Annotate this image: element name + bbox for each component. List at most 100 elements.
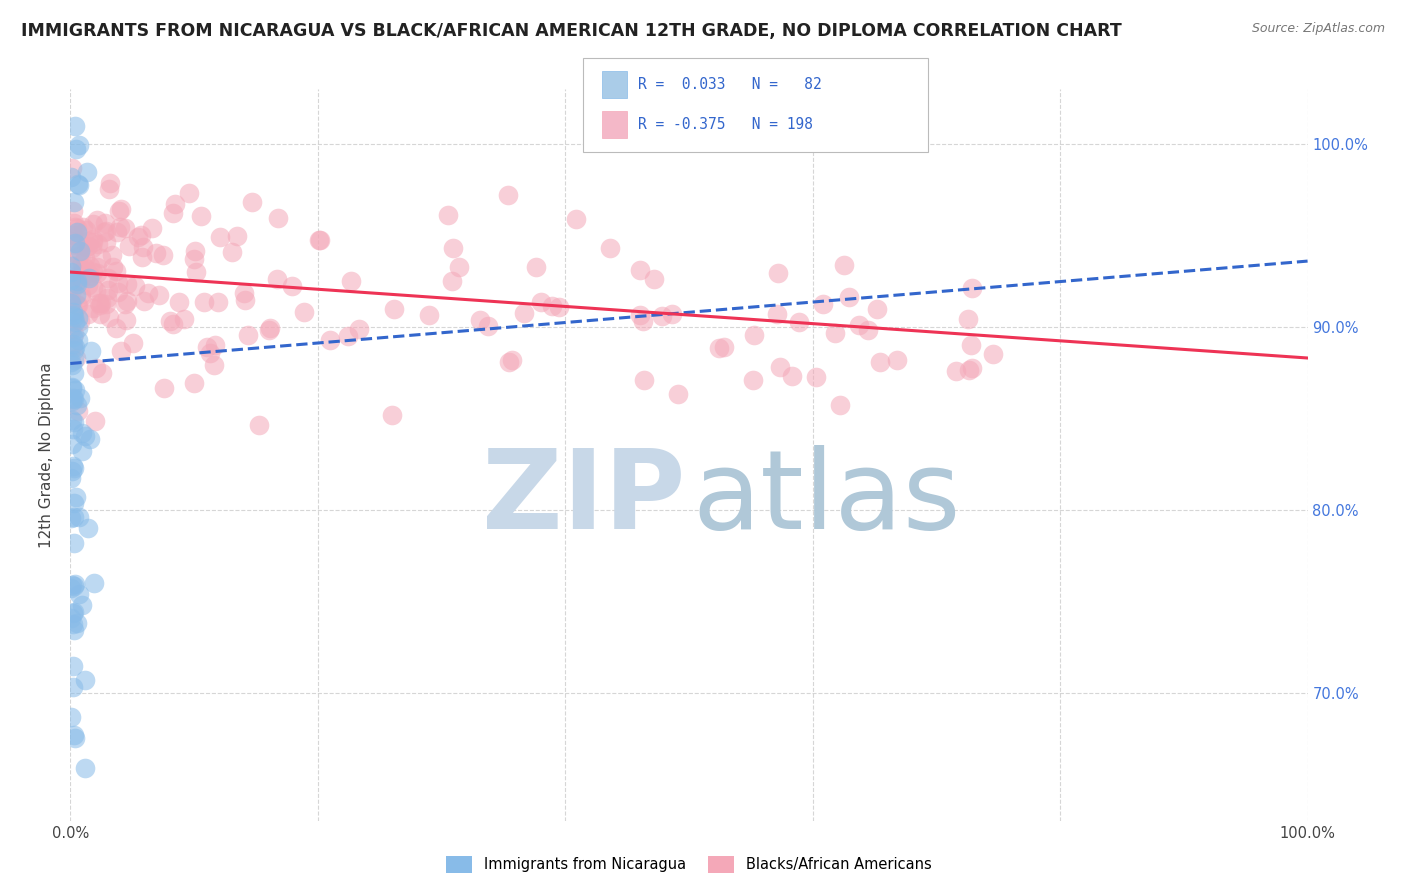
Point: [70, 290, 93, 304]
Point: [173, 312, 195, 326]
Point: [82, 232, 104, 246]
Point: [960, 281, 983, 295]
Point: [77, 270, 100, 285]
Point: [114, 297, 136, 311]
Point: [62, 366, 84, 380]
Point: [651, 310, 673, 324]
Point: [79, 432, 101, 446]
Point: [811, 297, 834, 311]
Point: [132, 293, 155, 308]
Point: [869, 355, 891, 369]
Point: [62, 308, 84, 322]
Point: [60, 358, 83, 372]
Point: [63, 415, 86, 429]
Point: [110, 202, 132, 217]
Point: [129, 228, 152, 243]
Point: [832, 259, 855, 273]
Point: [221, 245, 243, 260]
Point: [59, 581, 82, 595]
Legend: Immigrants from Nicaragua, Blacks/African Americans: Immigrants from Nicaragua, Blacks/Africa…: [440, 850, 938, 880]
Text: Source: ZipAtlas.com: Source: ZipAtlas.com: [1251, 22, 1385, 36]
Point: [207, 295, 229, 310]
Point: [780, 369, 803, 384]
Point: [82, 235, 104, 249]
Point: [93, 216, 115, 230]
Point: [633, 373, 655, 387]
Point: [117, 293, 139, 308]
Point: [59, 273, 82, 287]
Point: [204, 338, 226, 352]
Point: [477, 319, 499, 334]
Point: [77, 235, 100, 249]
Point: [62, 336, 84, 351]
Point: [741, 373, 763, 387]
Point: [709, 342, 731, 356]
Point: [292, 304, 315, 318]
Point: [184, 265, 207, 279]
Point: [97, 271, 120, 285]
Point: [66, 225, 89, 239]
Point: [70, 269, 93, 284]
Point: [501, 353, 523, 368]
Point: [266, 272, 288, 286]
Point: [418, 308, 440, 322]
Point: [117, 277, 139, 291]
Point: [266, 211, 288, 226]
Point: [62, 605, 84, 619]
Point: [441, 241, 464, 255]
Point: [63, 392, 86, 406]
Point: [349, 322, 371, 336]
Point: [84, 284, 107, 298]
Point: [118, 238, 141, 252]
Point: [63, 304, 86, 318]
Point: [110, 343, 132, 358]
Point: [73, 261, 96, 276]
Point: [73, 761, 96, 775]
Point: [981, 347, 1004, 361]
Point: [193, 295, 215, 310]
Point: [97, 283, 120, 297]
Point: [60, 322, 83, 336]
Point: [319, 333, 342, 347]
Point: [235, 293, 257, 308]
Point: [960, 338, 983, 352]
Point: [59, 295, 82, 310]
Point: [766, 266, 789, 280]
Point: [63, 310, 86, 324]
Point: [259, 321, 281, 335]
Point: [86, 266, 108, 280]
Point: [838, 290, 860, 304]
Point: [62, 680, 84, 694]
Point: [65, 277, 87, 291]
Point: [381, 409, 404, 423]
Point: [866, 301, 889, 316]
Point: [86, 260, 108, 274]
Point: [66, 298, 89, 312]
Point: [59, 265, 82, 279]
Point: [70, 444, 93, 458]
Point: [259, 323, 281, 337]
Point: [67, 138, 90, 153]
Point: [661, 307, 683, 321]
Point: [886, 353, 908, 368]
Point: [848, 318, 870, 333]
Point: [136, 285, 159, 300]
Point: [89, 296, 111, 310]
Point: [165, 197, 187, 211]
Point: [75, 240, 97, 254]
Text: R =  0.033   N =   82: R = 0.033 N = 82: [638, 78, 823, 92]
Point: [63, 577, 86, 591]
Point: [96, 291, 118, 305]
Point: [107, 203, 129, 218]
Point: [59, 281, 82, 295]
Point: [70, 271, 93, 285]
Y-axis label: 12th Grade, No Diploma: 12th Grade, No Diploma: [39, 362, 55, 548]
Point: [59, 260, 82, 274]
Point: [80, 343, 103, 358]
Point: [63, 496, 86, 510]
Point: [63, 731, 86, 745]
Point: [179, 186, 201, 201]
Point: [631, 314, 654, 328]
Point: [63, 728, 86, 742]
Point: [79, 259, 101, 273]
